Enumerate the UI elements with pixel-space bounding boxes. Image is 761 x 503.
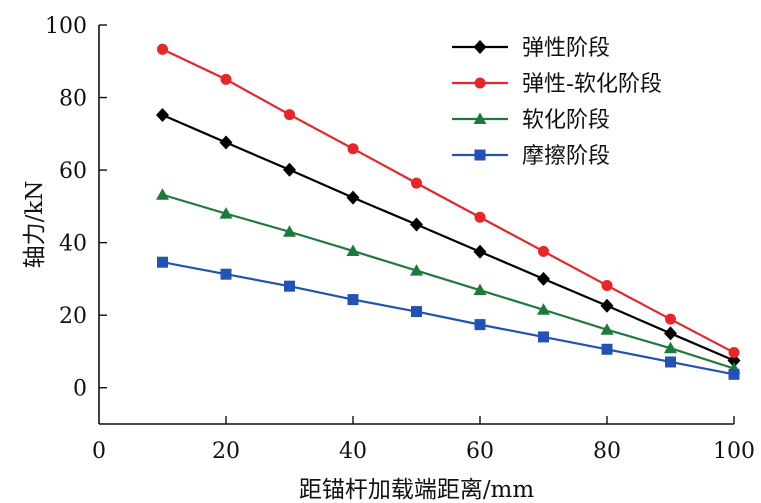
- y-axis-ticks: 0 20 40 60 80 100: [45, 14, 107, 402]
- legend-entry: 弹性阶段: [452, 36, 610, 61]
- legend-label: 弹性-软化阶段: [522, 72, 662, 97]
- data-point: [346, 190, 360, 205]
- data-point: [727, 353, 741, 368]
- x-tick-label: 20: [212, 439, 240, 464]
- data-point: [473, 283, 487, 296]
- data-point: [601, 343, 613, 355]
- series-2: [157, 43, 740, 359]
- y-tick-label: 80: [59, 87, 87, 112]
- data-point: [601, 279, 613, 291]
- data-point: [219, 207, 233, 219]
- data-point: [284, 280, 295, 292]
- y-tick-label: 40: [59, 232, 87, 257]
- data-point: [157, 43, 168, 55]
- legend-label: 弹性阶段: [522, 36, 610, 61]
- data-point: [600, 298, 614, 313]
- data-point: [537, 303, 550, 315]
- data-point: [538, 245, 549, 257]
- x-tick-label: 0: [92, 439, 106, 464]
- data-point: [157, 256, 168, 268]
- data-point: [156, 188, 169, 200]
- data-point: [728, 347, 740, 359]
- data-point: [537, 271, 550, 286]
- legend-marker: [473, 40, 487, 54]
- data-point: [664, 326, 677, 341]
- data-point: [538, 331, 549, 343]
- data-point: [728, 368, 740, 380]
- series-layer: [156, 43, 741, 380]
- data-point: [474, 211, 486, 223]
- data-point: [283, 225, 296, 237]
- data-point: [347, 143, 359, 155]
- legend-entry: 摩擦阶段: [452, 144, 610, 169]
- data-point: [284, 109, 295, 121]
- series-3: [156, 188, 741, 374]
- legend-marker: [474, 77, 486, 89]
- series-1: [156, 107, 741, 368]
- legend-marker: [473, 112, 487, 124]
- y-tick-label: 20: [59, 304, 87, 329]
- data-point: [220, 73, 232, 85]
- data-point: [410, 264, 423, 276]
- y-axis-label: 轴力/kN: [22, 181, 48, 269]
- data-point: [347, 294, 359, 306]
- series-line: [162, 113, 735, 362]
- legend-marker: [474, 149, 486, 161]
- series-line: [162, 48, 735, 354]
- x-tick-label: 40: [339, 439, 367, 464]
- data-point: [600, 323, 614, 335]
- data-point: [664, 341, 677, 354]
- data-point: [411, 306, 422, 318]
- legend-entry: 软化阶段: [452, 108, 610, 133]
- legend-label: 摩擦阶段: [522, 144, 610, 169]
- data-point: [410, 217, 423, 232]
- y-tick-label: 0: [73, 377, 87, 402]
- x-tick-label: 60: [466, 439, 494, 464]
- data-point: [283, 162, 296, 177]
- x-axis-label: 距锚杆加载端距离/mm: [299, 477, 535, 503]
- x-axis-ticks: 0 20 40 60 80 100: [92, 416, 755, 464]
- legend-label: 软化阶段: [522, 108, 610, 133]
- data-point: [473, 244, 487, 259]
- data-point: [665, 356, 676, 368]
- data-point: [411, 177, 422, 189]
- x-tick-label: 100: [713, 439, 755, 464]
- data-point: [474, 319, 486, 331]
- legend-entry: 弹性-软化阶段: [452, 72, 662, 97]
- series-line: [162, 193, 735, 370]
- data-point: [156, 107, 169, 122]
- plot-frame: [98, 25, 734, 425]
- data-point: [346, 244, 360, 256]
- y-tick-label: 100: [45, 14, 87, 39]
- data-point: [219, 135, 233, 150]
- data-point: [665, 313, 676, 325]
- x-tick-label: 80: [593, 439, 621, 464]
- y-tick-label: 60: [59, 159, 87, 184]
- series-4: [157, 256, 740, 380]
- data-point: [220, 268, 232, 280]
- series-line: [162, 261, 735, 376]
